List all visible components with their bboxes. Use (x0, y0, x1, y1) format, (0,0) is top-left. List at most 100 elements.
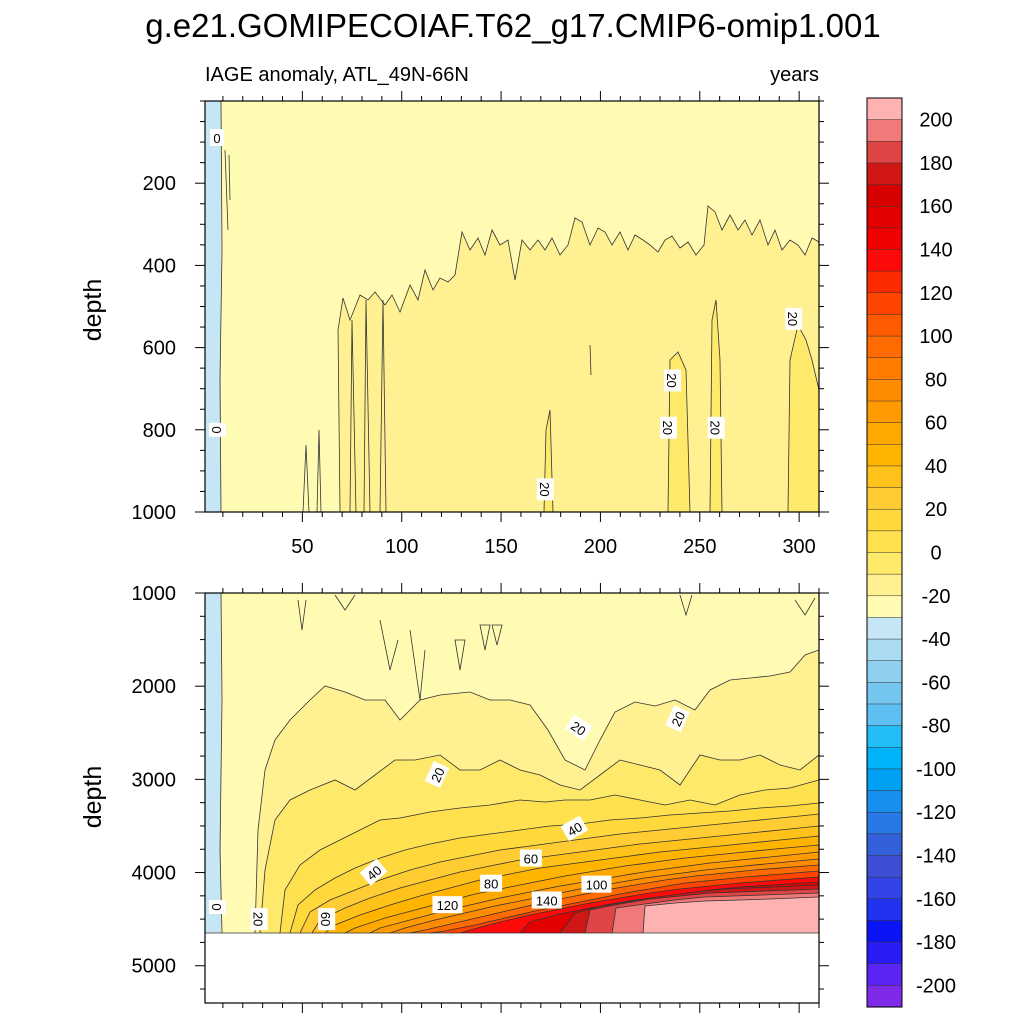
x-tick-label: 250 (683, 536, 716, 558)
colorbar-cell (866, 833, 903, 857)
colorbar-cell (866, 595, 903, 618)
colorbar-cell (866, 465, 903, 489)
upper-contour-20-b (224, 149, 592, 512)
colorbar-label: 180 (919, 153, 952, 175)
lower-negative-strip (205, 593, 221, 933)
contour-label-bg (250, 908, 268, 931)
contour-label-text: 20 (251, 912, 266, 926)
contour-label-bg (531, 891, 562, 909)
colorbar-cell (866, 660, 903, 683)
y-tick-label: 5000 (132, 956, 177, 978)
contour-label-bg (707, 416, 725, 439)
colorbar-cell (866, 811, 903, 835)
contour-label: 0 (209, 128, 224, 146)
colorbar-cell (866, 335, 903, 359)
contour-label-bg (536, 478, 554, 501)
colorbar-label: 0 (930, 543, 941, 565)
colorbar-cell (866, 141, 903, 164)
contour-label: 20 (659, 416, 677, 439)
lower-frame (204, 592, 820, 1004)
x-tick-label: 100 (385, 536, 418, 558)
y-tick-label: 4000 (132, 863, 177, 885)
colorbar-cell (866, 422, 903, 445)
colorbar-cell (866, 941, 903, 965)
contour-label-bg (424, 760, 450, 789)
contour-label-text: 20 (568, 718, 588, 739)
y-tick-label: 400 (143, 255, 176, 277)
colorbar-cell (866, 508, 903, 532)
left-subtitle: IAGE anomaly, ATL_49N-66N (205, 64, 469, 86)
contour-label: 20 (785, 307, 803, 330)
contour-label-bg (564, 714, 593, 741)
colorbar-cell (866, 747, 903, 770)
colorbar-label: 20 (925, 499, 947, 521)
colorbar-cell (866, 205, 903, 229)
colorbar-cell (866, 487, 903, 510)
contour-label: 120 (432, 896, 463, 914)
y-tick-label: 3000 (132, 769, 177, 791)
lower-plot-area (205, 593, 819, 1003)
lower-fill-200-region (643, 897, 819, 933)
colorbar-cell (866, 97, 903, 121)
colorbar-cell (866, 379, 903, 402)
lower-contours-120-to-200 (459, 876, 819, 934)
contour-label-text: 40 (565, 819, 585, 839)
upper-contour-labels: 0 0 20 20 20 20 20 (208, 128, 803, 501)
contour-label: 20 (665, 705, 690, 733)
chart-title: g.e21.GOMIPECOIAF.T62_g17.CMIP6-omip1.00… (145, 7, 881, 44)
contour-label-text: 20 (537, 482, 552, 496)
colorbar-label: -140 (916, 846, 956, 868)
lower-y-axis-label: depth (79, 766, 107, 829)
colorbar-cell (866, 876, 903, 900)
colorbar-cell (866, 227, 903, 251)
colorbar-label: 200 (919, 110, 952, 132)
colorbar-label: -180 (916, 932, 956, 954)
colorbar-cell (866, 985, 903, 1008)
contour-label-text: 20 (708, 421, 723, 435)
colorbar-cell (866, 184, 903, 207)
y-tick-label: 1000 (132, 502, 177, 524)
colorbar-cell (866, 162, 903, 186)
colorbar-cell (866, 682, 903, 705)
colorbar-cell (866, 119, 903, 142)
colorbar-label: 60 (925, 413, 947, 435)
contour-label-text: 100 (586, 878, 608, 893)
contour-label-text: 60 (318, 912, 333, 926)
right-subtitle: years (770, 64, 819, 86)
contour-label-text: 80 (484, 877, 498, 892)
contour-label: 20 (250, 908, 268, 931)
x-tick-label: 50 (291, 536, 313, 558)
x-tick-label: 200 (584, 536, 617, 558)
colorbar-cell (866, 530, 903, 554)
contour-label-text: 120 (437, 898, 459, 913)
contour-label: 40 (560, 815, 589, 842)
colorbar-label: -200 (916, 975, 956, 997)
contour-label: 20 (424, 760, 450, 789)
contour-label-bg (208, 900, 226, 915)
y-tick-label: 2000 (132, 676, 177, 698)
colorbar-cell (866, 314, 903, 337)
contour-label-text: 60 (524, 852, 538, 867)
lower-panel: 1000 2000 3000 4000 5000 0 20 60 20 20 20 40 40 60 80… (132, 583, 829, 1013)
colorbar-cell (866, 357, 903, 380)
upper-fill-20-region (338, 206, 819, 512)
upper-y-axis-label: depth (79, 279, 107, 342)
contour-label-text: 140 (536, 894, 558, 909)
contour-label: 20 (663, 369, 681, 392)
lower-contours-20-to-40 (254, 649, 819, 934)
colorbar-label: 100 (919, 326, 952, 348)
colorbar-cell (866, 963, 903, 986)
colorbar-cell (866, 638, 903, 662)
contour-label-bg (208, 422, 226, 437)
upper-negative-strip (205, 101, 221, 512)
contour-label-bg (359, 858, 388, 886)
colorbar-label: -60 (922, 672, 951, 694)
y-tick-label: 200 (143, 173, 176, 195)
lower-small-contours (297, 594, 816, 701)
colorbar-frame (866, 97, 903, 1008)
contour-label-bg (581, 875, 612, 893)
contour-label-bg (663, 369, 681, 392)
contour-label-text: 20 (664, 373, 679, 387)
upper-contour-0 (219, 101, 223, 512)
